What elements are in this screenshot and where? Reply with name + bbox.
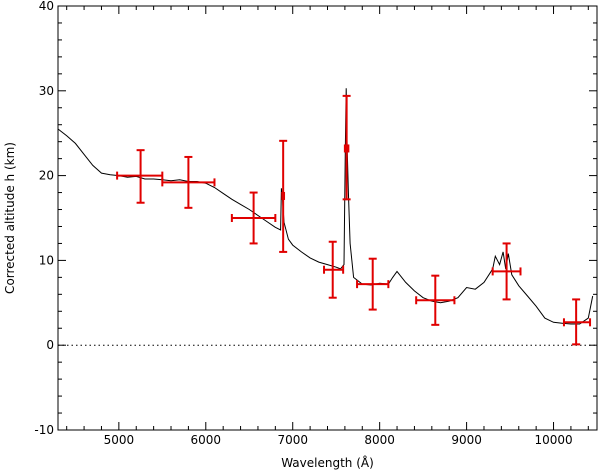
- spectrum-line: [57, 88, 594, 325]
- error-bar-point: [562, 298, 592, 346]
- y-axis-title: Corrected altitude h (km): [3, 142, 17, 294]
- y-tick-label: 30: [39, 84, 54, 98]
- error-bar-point: [230, 191, 277, 245]
- error-bar-point: [323, 240, 345, 299]
- y-tick-label: -10: [34, 423, 54, 437]
- x-tick-label: 10000: [534, 433, 572, 447]
- x-tick-label: 8000: [364, 433, 395, 447]
- error-bar-point: [356, 257, 390, 311]
- x-tick-label: 6000: [191, 433, 222, 447]
- error-bars: [116, 94, 592, 346]
- y-tick-label: 20: [39, 169, 54, 183]
- error-bar-point: [279, 139, 288, 253]
- error-bar-point: [415, 274, 456, 326]
- error-bar-point: [342, 94, 351, 201]
- x-axis-title: Wavelength (Å): [281, 455, 374, 470]
- y-tick-label: 40: [39, 0, 54, 13]
- error-bar-point: [161, 155, 216, 209]
- axis-ticks: 5000 6000 7000 8000 9000 10000 -10 0 10 20 30 40: [34, 0, 597, 447]
- y-tick-label: 10: [39, 253, 54, 267]
- error-bar-point: [491, 242, 522, 301]
- x-tick-label: 9000: [451, 433, 482, 447]
- plot-frame: [57, 5, 598, 431]
- x-tick-label: 7000: [277, 433, 308, 447]
- x-tick-label: 5000: [104, 433, 135, 447]
- y-tick-label: 0: [46, 338, 54, 352]
- error-bar-point: [116, 149, 164, 204]
